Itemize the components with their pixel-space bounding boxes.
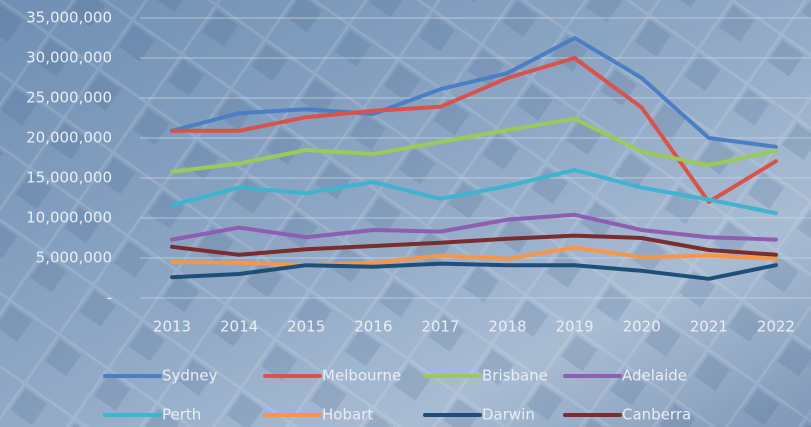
x-tick-label: 2016 [354,318,392,336]
legend-label: Canberra [622,406,691,424]
x-tick-label: 2019 [556,318,594,336]
x-tick-label: 2018 [488,318,526,336]
x-tick-label: 2022 [757,318,795,336]
y-tick-label: 5,000,000 [36,249,112,267]
legend-label: Hobart [322,406,373,424]
legend-label: Melbourne [322,367,401,385]
background-texture [0,0,811,427]
legend-label: Darwin [482,406,535,424]
x-tick-label: 2020 [623,318,661,336]
legend-label: Perth [162,406,201,424]
legend-label: Sydney [162,367,218,385]
x-tick-label: 2014 [220,318,258,336]
y-tick-label: 20,000,000 [26,129,112,147]
x-tick-label: 2017 [421,318,459,336]
x-tick-label: 2015 [287,318,325,336]
y-tick-label: 10,000,000 [26,209,112,227]
x-tick-label: 2013 [153,318,191,336]
y-tick-label: - [107,289,112,307]
legend-label: Adelaide [622,367,687,385]
chart: - 5,000,000 10,000,000 15,000,000 20,000,000… [0,0,811,427]
x-tick-label: 2021 [690,318,728,336]
y-tick-label: 15,000,000 [26,169,112,187]
y-tick-label: 35,000,000 [26,9,112,27]
y-tick-label: 30,000,000 [26,49,112,67]
y-tick-label: 25,000,000 [26,89,112,107]
legend-label: Brisbane [482,367,548,385]
